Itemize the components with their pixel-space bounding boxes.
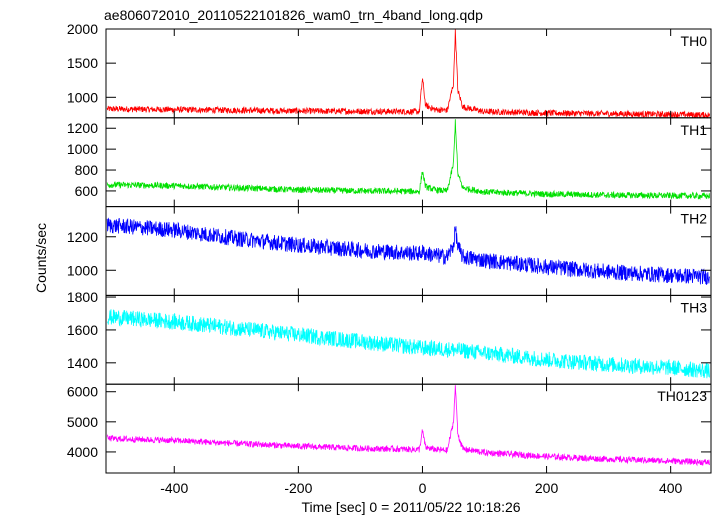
y-tick-label: 1200 (67, 120, 98, 136)
y-tick-label: 1200 (67, 229, 98, 245)
y-tick-label: 600 (75, 183, 99, 199)
y-tick-label: 1500 (67, 55, 98, 71)
x-axis-label: Time [sec] 0 = 2011/05/22 10:18:26 (301, 499, 520, 515)
x-tick-label: 200 (535, 480, 559, 496)
x-tick-label: -400 (160, 480, 188, 496)
chart-title: ae806072010_20110522101826_wam0_trn_4ban… (104, 7, 483, 23)
panel-th2: 1000 1200 TH2 (67, 206, 712, 296)
y-tick-label: 2000 (67, 21, 98, 37)
series-line-th2 (106, 217, 710, 285)
panel-frame (105, 383, 712, 474)
panel-label-th3: TH3 (681, 299, 708, 315)
x-tick-label: 0 (419, 480, 427, 496)
y-tick-label: 800 (75, 162, 99, 178)
series-line-th0 (106, 28, 710, 119)
panel-label-th1: TH1 (681, 122, 708, 138)
panel-label-th0: TH0 (681, 33, 708, 49)
x-tick-label: -200 (284, 480, 312, 496)
series-line-th0123 (106, 385, 710, 467)
y-tick-label: 1800 (67, 289, 98, 305)
y-tick-label: 1000 (67, 262, 98, 278)
y-tick-label: 1000 (67, 89, 98, 105)
series-line-th1 (106, 119, 710, 201)
panel-th3: 1400 1600 1800 TH3 (67, 289, 712, 385)
x-tick-label: 400 (659, 480, 683, 496)
panel-frame (105, 28, 712, 119)
y-tick-label: 4000 (67, 444, 98, 460)
panel-th0123: 4000 5000 6000 TH0123 (67, 383, 712, 474)
panel-label-th0123: TH0123 (657, 388, 707, 404)
panel-th0: 1000 1500 2000 TH0 (67, 21, 712, 119)
y-tick-label: 1400 (67, 355, 98, 371)
series-line-th3 (107, 309, 710, 379)
y-axis-label: Counts/sec (33, 223, 49, 293)
y-tick-label: 6000 (67, 384, 98, 400)
y-tick-label: 1600 (67, 322, 98, 338)
y-tick-label: 5000 (67, 414, 98, 430)
panel-th1: 600 800 1000 1200 TH1 (67, 117, 712, 208)
y-tick-label: 1000 (67, 141, 98, 157)
panel-label-th2: TH2 (681, 211, 708, 227)
